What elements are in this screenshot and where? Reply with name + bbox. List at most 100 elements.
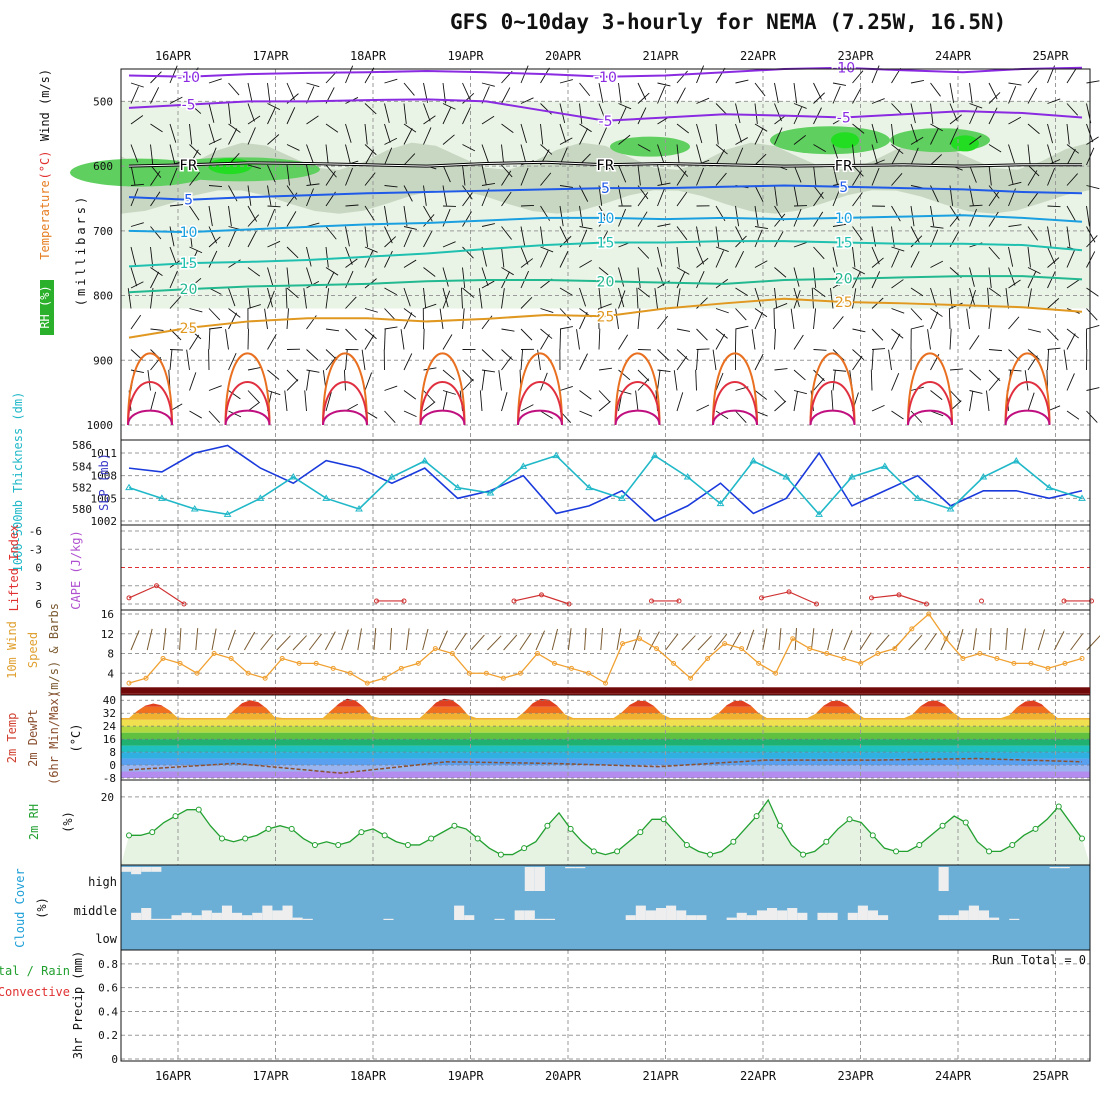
surface-wind-barb <box>373 628 377 651</box>
wind-barb <box>150 71 162 84</box>
precip-tick-label: 0.6 <box>98 982 118 995</box>
thickness-marker <box>519 462 528 469</box>
pressure-tick-label: 600 <box>93 160 113 173</box>
wind-barb <box>754 127 764 145</box>
wind-barb <box>949 82 955 104</box>
thickness-marker <box>552 451 561 459</box>
wind-barb <box>969 335 980 350</box>
thickness-marker <box>1078 494 1086 501</box>
wind-barb <box>871 257 884 268</box>
wind-barb <box>832 369 836 391</box>
wind-barb <box>325 164 337 178</box>
cloud-mid-bar <box>867 910 879 920</box>
wind-barb <box>1086 80 1100 84</box>
wind-barb <box>735 205 740 227</box>
wind-barb <box>325 123 339 133</box>
wind-barb <box>150 123 163 133</box>
wind-barb <box>715 333 726 350</box>
cloud-mid-bar <box>978 910 990 920</box>
wind-barb <box>208 138 222 145</box>
wind-speed-marker <box>296 660 302 666</box>
wind-barb <box>364 308 378 313</box>
wind-barb <box>832 279 846 289</box>
surface-wind-barb <box>211 628 217 651</box>
wind-barb <box>442 267 449 287</box>
wind-barb <box>384 236 397 248</box>
wind-barb <box>1008 164 1014 185</box>
wind-barb <box>930 260 944 268</box>
date-label-bottom: 25APR <box>1032 1069 1069 1083</box>
precip-tick-label: 0 <box>111 1053 118 1066</box>
wind-barb <box>247 164 261 169</box>
wind-barb <box>1047 205 1061 208</box>
surface-wind-barb <box>1021 628 1026 651</box>
contour-label: FR <box>835 158 853 174</box>
wind-barb <box>676 246 680 268</box>
wind-barb <box>1086 251 1096 268</box>
wind-barb <box>364 250 374 268</box>
wind-barb <box>403 185 413 202</box>
wind-barb <box>637 287 650 298</box>
ylabel-millibars: (millibars) <box>74 194 88 306</box>
temperature-contour-warm <box>809 409 856 426</box>
contour-label: 10 <box>597 211 615 227</box>
wind-barb <box>1008 144 1015 164</box>
wind-barb <box>1008 181 1022 186</box>
wind-barb <box>345 65 354 84</box>
cloud-mid-bar <box>292 917 303 920</box>
ylabel-wind: Wind (m/s) <box>38 69 52 141</box>
wind-barb <box>325 267 339 276</box>
surface-wind-barb <box>859 632 872 651</box>
wind-barb <box>969 390 983 394</box>
contour-label: 15 <box>180 256 198 272</box>
surface-wind-barb <box>341 629 349 651</box>
wind-speed-marker <box>620 641 626 647</box>
wind-barb <box>930 226 944 229</box>
wind-barb <box>423 303 437 309</box>
wind-barb <box>735 147 744 166</box>
wind-barb <box>790 308 795 330</box>
ylabel-2m-rh: 2m RH <box>27 804 41 840</box>
ylabel-cape: CAPE (J/kg) <box>69 530 83 609</box>
cloud-mid-bar <box>989 917 1000 920</box>
wind-barb <box>888 349 892 371</box>
rh-marker <box>893 848 900 855</box>
wind-barb <box>988 191 999 207</box>
date-label-bottom: 21APR <box>642 1069 679 1083</box>
dewpoint-line <box>128 757 1083 774</box>
wind-speed-marker <box>228 655 234 661</box>
wind-barb <box>189 328 202 340</box>
wind-barb <box>325 391 332 412</box>
wind-barb <box>169 96 183 104</box>
wind-barb <box>247 127 256 145</box>
wind-barb <box>618 82 622 104</box>
wind-barb <box>813 191 824 207</box>
wind-barb <box>637 164 641 186</box>
temperature-contour-warm <box>322 409 368 426</box>
wind-barb <box>345 204 359 207</box>
wind-barb <box>267 390 281 396</box>
wind-barb <box>735 325 749 330</box>
wind-barb <box>598 367 613 371</box>
wind-barb <box>715 103 728 115</box>
rh-marker <box>218 835 225 842</box>
temperature-contour-warm <box>419 409 466 426</box>
wind-barb <box>228 259 241 268</box>
ylabel-thickness: 1000-500mb Thickness (dm) <box>11 392 25 573</box>
wind-barb <box>598 390 611 403</box>
contour-label: 20 <box>597 274 615 290</box>
wind-barb <box>754 353 764 371</box>
wind-barb <box>696 270 705 289</box>
wind-barb <box>189 334 200 350</box>
cloud-mid-bar <box>938 915 949 920</box>
wind-barb <box>520 123 527 143</box>
wind-speed-marker <box>194 670 200 676</box>
date-label-bottom: 18APR <box>350 1069 387 1083</box>
surface-wind-barb <box>924 632 937 651</box>
surface-wind-barb <box>648 631 660 651</box>
wind-barb <box>403 229 412 248</box>
wind-barb <box>325 288 330 309</box>
rh-marker <box>846 816 853 823</box>
wind-speed-marker <box>568 665 574 671</box>
wind-barb <box>1086 205 1090 227</box>
